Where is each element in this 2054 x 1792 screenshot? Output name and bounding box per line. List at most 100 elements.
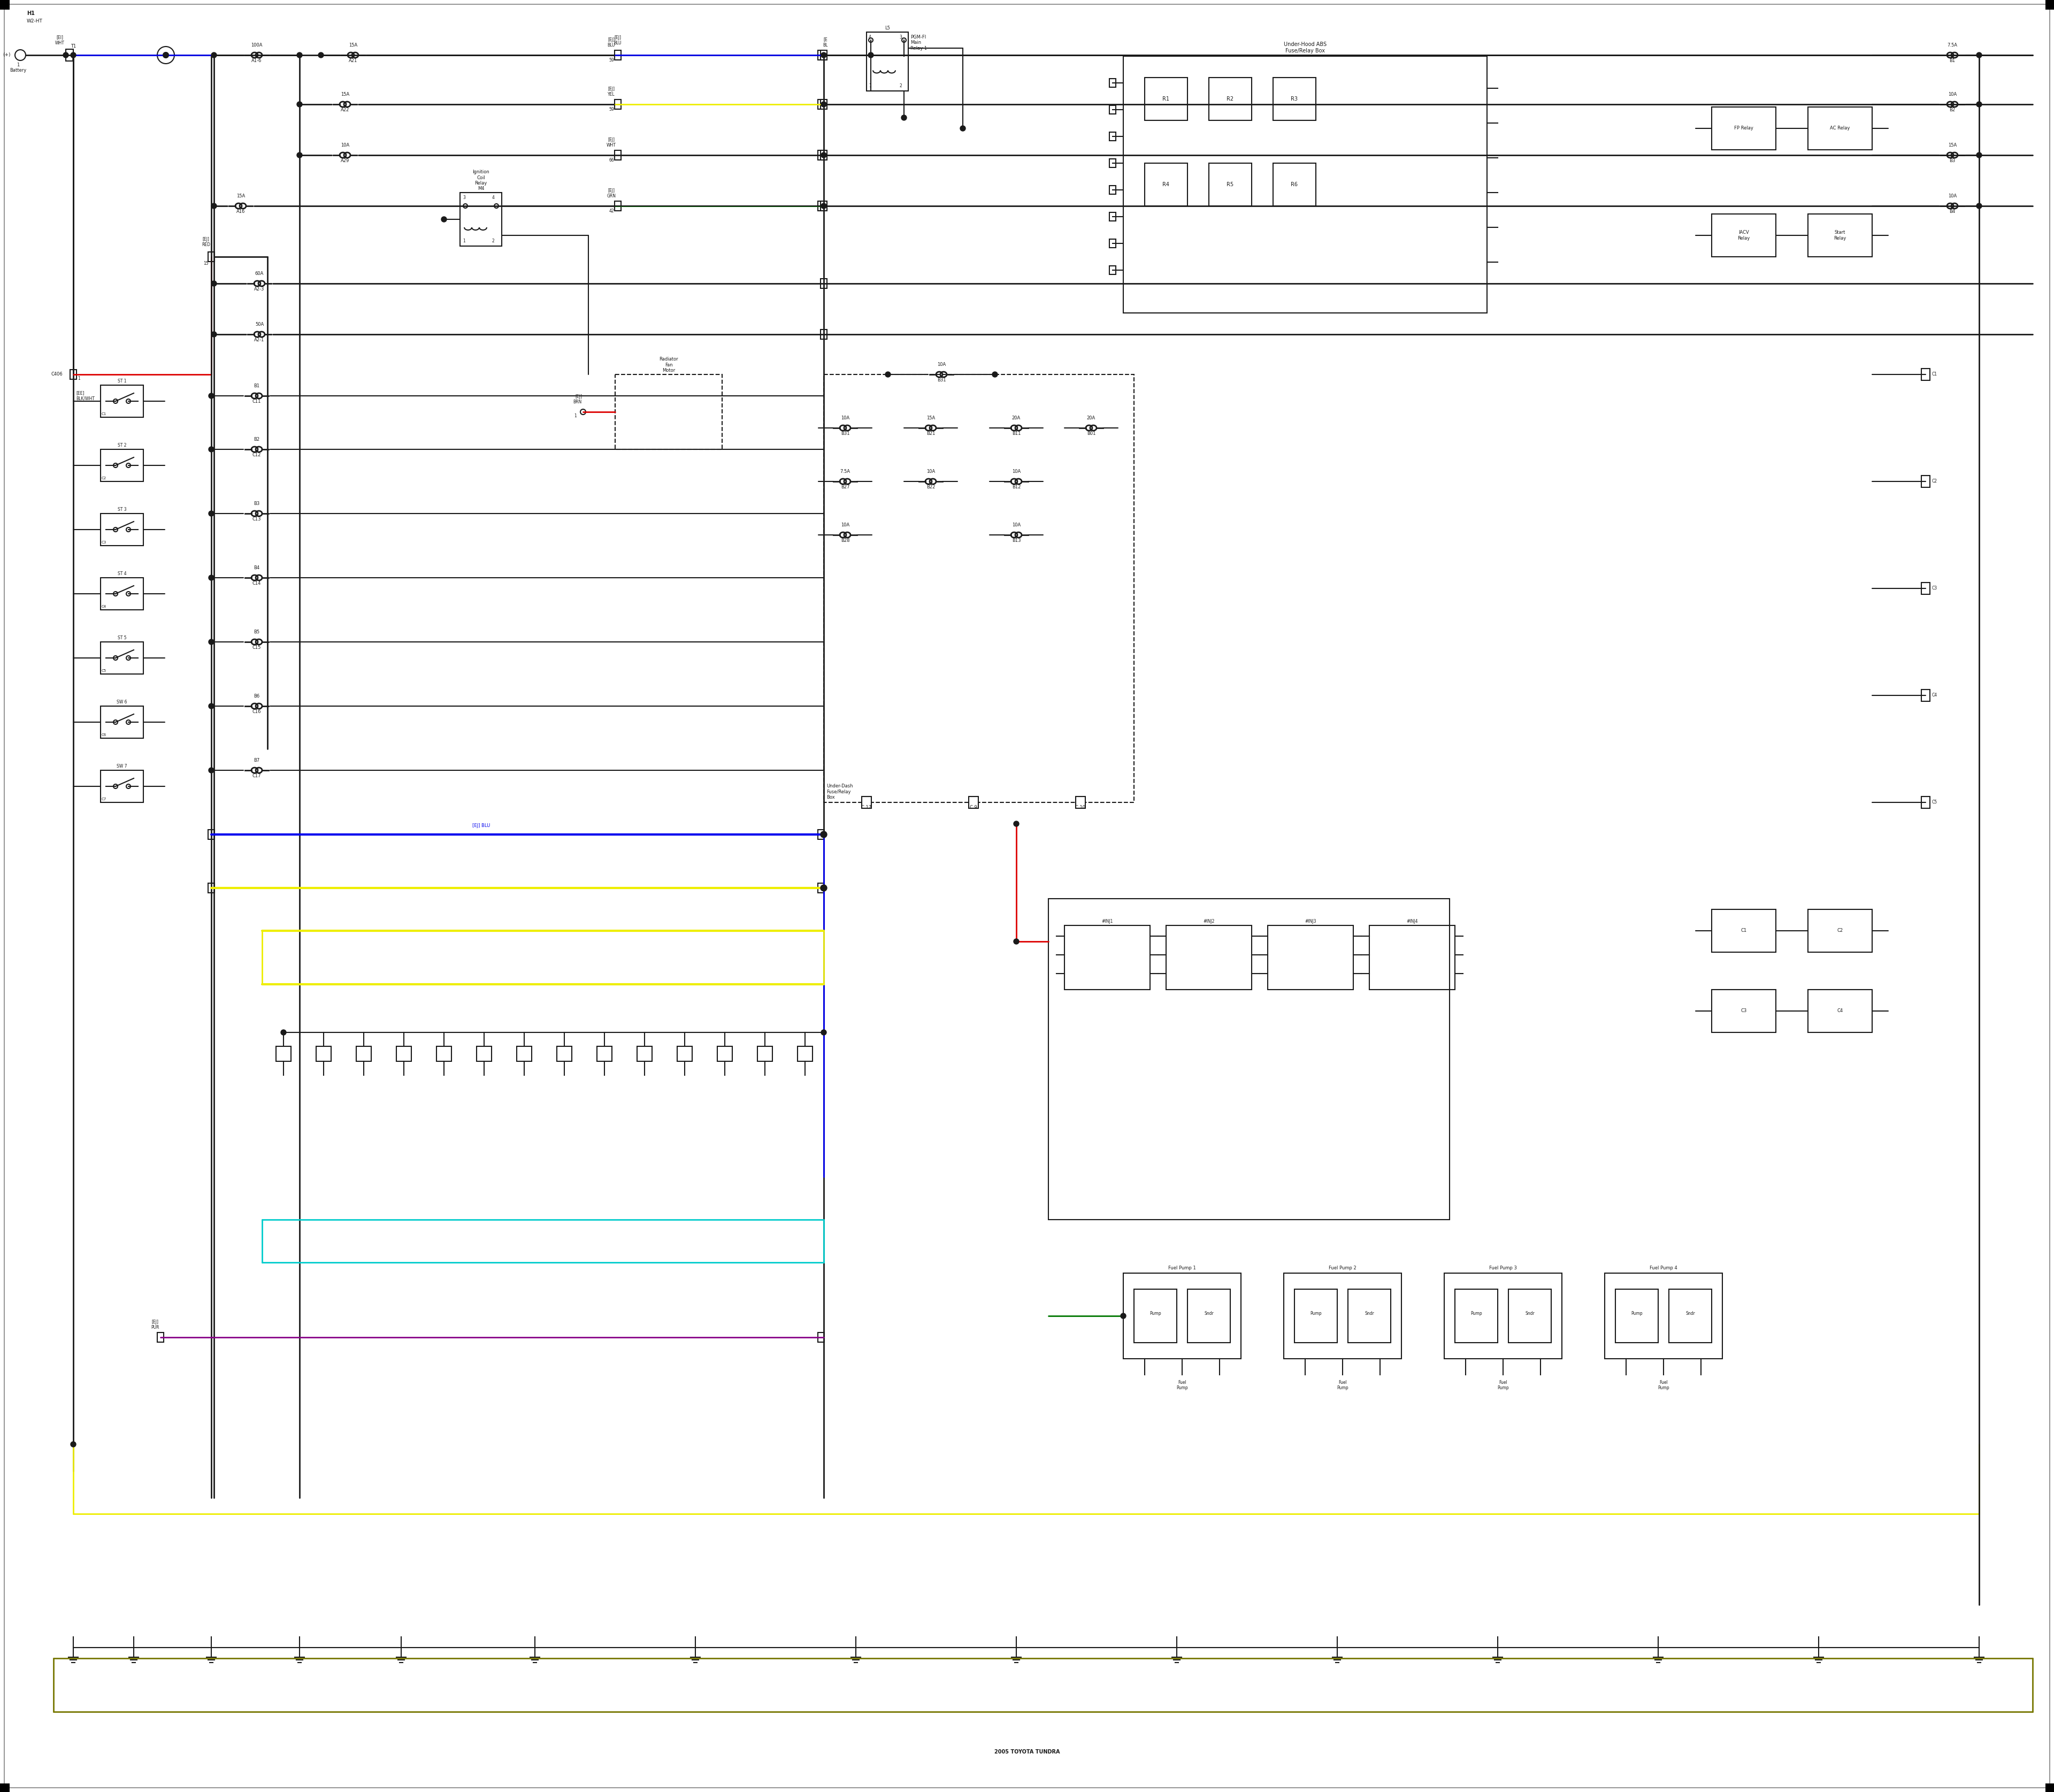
Bar (101, 514, 144, 545)
Text: 10A: 10A (1947, 91, 1957, 97)
Text: C14: C14 (253, 581, 261, 586)
Text: B27: B27 (840, 484, 850, 489)
Text: Fuel Pump 3: Fuel Pump 3 (1489, 1265, 1518, 1271)
Text: Start
Relay: Start Relay (1834, 229, 1847, 240)
Bar (1210, 163, 1251, 206)
Text: Fuel Pump 4: Fuel Pump 4 (1649, 1265, 1678, 1271)
Text: #INJ2: #INJ2 (1204, 919, 1214, 925)
Bar (1109, 133, 1115, 142)
Bar (158, 1333, 164, 1342)
Text: Sndr: Sndr (1204, 1310, 1214, 1315)
Bar (101, 771, 144, 803)
Text: 10A: 10A (840, 416, 850, 421)
Text: C 10: C 10 (1076, 805, 1087, 810)
Text: Pump: Pump (1631, 1310, 1643, 1315)
Bar (1808, 989, 1871, 1032)
Circle shape (885, 371, 891, 376)
Circle shape (1013, 821, 1019, 826)
Bar (1454, 1288, 1497, 1342)
Bar (1109, 106, 1115, 115)
Text: (+): (+) (2, 52, 10, 57)
Text: 15A: 15A (236, 194, 244, 199)
Text: #INJ4: #INJ4 (1407, 919, 1417, 925)
Text: R6: R6 (1292, 181, 1298, 186)
Text: 1: 1 (462, 238, 464, 244)
Text: A29: A29 (341, 158, 349, 163)
Text: C6: C6 (101, 733, 107, 737)
Circle shape (212, 281, 216, 287)
Text: 1: 1 (78, 376, 80, 382)
Text: C 17: C 17 (861, 805, 871, 810)
Bar (820, 330, 828, 339)
Text: [EJ]
BRN: [EJ] BRN (573, 394, 581, 405)
Bar (1920, 369, 1931, 380)
Bar (518, 1047, 532, 1061)
Text: 1: 1 (70, 57, 74, 63)
Text: Ignition
Coil
Relay: Ignition Coil Relay (472, 170, 489, 186)
Circle shape (298, 152, 302, 158)
Circle shape (822, 152, 826, 158)
Circle shape (822, 102, 826, 108)
Circle shape (125, 720, 131, 724)
Circle shape (70, 1441, 76, 1446)
Text: Radiator
Fan
Motor: Radiator Fan Motor (659, 357, 678, 373)
Bar (316, 1047, 331, 1061)
Text: C3: C3 (1740, 1009, 1746, 1014)
Text: 10A: 10A (1013, 470, 1021, 473)
Text: C3: C3 (101, 541, 107, 545)
Text: 10A: 10A (1013, 523, 1021, 527)
Circle shape (125, 785, 131, 788)
Text: B2: B2 (255, 437, 259, 443)
Text: [EJ]
RED: [EJ] RED (201, 237, 210, 247)
Circle shape (820, 885, 828, 891)
Bar (0, 0, 10, 9)
Text: [EJ]
BLU: [EJ] BLU (608, 38, 616, 48)
Circle shape (298, 102, 302, 108)
Circle shape (1121, 1314, 1126, 1319)
Text: 15A: 15A (1947, 143, 1957, 147)
Text: B31: B31 (937, 378, 945, 382)
Bar (1347, 1288, 1391, 1342)
Text: 7.5A: 7.5A (1947, 43, 1957, 48)
Bar (1920, 582, 1931, 595)
Bar (557, 1047, 571, 1061)
Text: 59: 59 (608, 57, 614, 63)
Bar (207, 830, 214, 839)
Text: 10A: 10A (926, 470, 935, 473)
Text: [E
BL: [E BL (824, 38, 828, 48)
Text: ST 4: ST 4 (117, 572, 127, 575)
Text: [EI]
WHT: [EI] WHT (55, 36, 64, 45)
Bar (1109, 265, 1115, 274)
Text: A2-3: A2-3 (255, 287, 265, 292)
Text: B28: B28 (840, 538, 850, 543)
Text: C3: C3 (1933, 586, 1937, 591)
Text: C17: C17 (253, 774, 261, 778)
Text: C13: C13 (253, 516, 261, 521)
Bar (969, 796, 978, 808)
Circle shape (318, 52, 325, 57)
Text: C7: C7 (101, 797, 107, 801)
Text: C1: C1 (1742, 928, 1746, 934)
Text: [EJ]
WHT: [EJ] WHT (606, 138, 616, 147)
Circle shape (822, 1030, 826, 1036)
Circle shape (869, 52, 873, 57)
Bar (1109, 159, 1115, 167)
Bar (614, 201, 620, 211)
Bar (1144, 77, 1187, 120)
Text: Fuel
Pump: Fuel Pump (1177, 1380, 1187, 1391)
Bar (1167, 925, 1251, 989)
Bar (435, 1047, 452, 1061)
Bar (2046, 0, 2054, 9)
Text: R3: R3 (1292, 97, 1298, 102)
Bar (820, 201, 828, 211)
Text: 3: 3 (462, 195, 466, 201)
Circle shape (125, 400, 131, 403)
Text: 1: 1 (869, 84, 871, 88)
Circle shape (1013, 939, 1019, 944)
Circle shape (210, 767, 214, 772)
Text: 59: 59 (608, 108, 614, 111)
Text: C5: C5 (1933, 799, 1937, 805)
Bar (797, 1047, 813, 1061)
Bar (1109, 238, 1115, 247)
Bar (1210, 77, 1251, 120)
